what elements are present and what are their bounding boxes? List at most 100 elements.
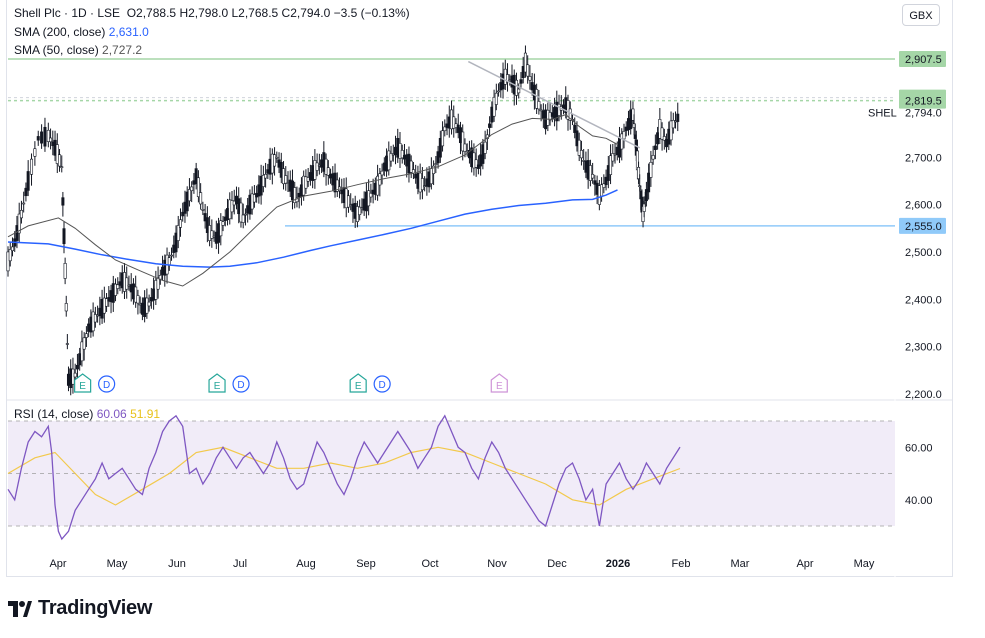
x-tick-label: Dec bbox=[547, 558, 567, 570]
rsi-ma-value: 51.91 bbox=[130, 407, 161, 421]
candle-body bbox=[647, 172, 651, 193]
candle-body bbox=[64, 303, 68, 312]
candle-body bbox=[494, 92, 498, 105]
x-tick-label: Apr bbox=[796, 558, 813, 570]
candle-body bbox=[230, 200, 234, 213]
sma50-line bbox=[7, 114, 618, 287]
candle-body bbox=[17, 213, 21, 234]
candle-body bbox=[82, 337, 86, 350]
candle-body bbox=[409, 160, 413, 173]
ohlc-change: −3.5 (−0.13%) bbox=[333, 6, 410, 20]
candle-body bbox=[432, 165, 436, 174]
candle-body bbox=[389, 153, 393, 162]
candle-body bbox=[591, 173, 595, 179]
candle-body bbox=[380, 170, 384, 176]
candle-body bbox=[476, 164, 480, 169]
candle-body bbox=[170, 254, 174, 257]
candle-body bbox=[443, 126, 447, 132]
y-tick-label: 2,200.0 bbox=[905, 389, 942, 401]
candle-body bbox=[611, 153, 615, 162]
y-tick-label: 2,600.0 bbox=[905, 200, 942, 212]
candle-body bbox=[284, 175, 288, 184]
candle-body bbox=[420, 178, 424, 191]
candle-body bbox=[261, 174, 265, 187]
ohlc-close: C2,794.0 bbox=[281, 6, 331, 20]
candle-body bbox=[187, 189, 191, 202]
sma200-value: 2,631.0 bbox=[108, 25, 149, 39]
candle-body bbox=[452, 116, 456, 129]
candle-body bbox=[174, 232, 178, 253]
candle-body bbox=[252, 194, 256, 203]
candle-body bbox=[526, 64, 530, 77]
candle-body bbox=[622, 131, 626, 140]
y-tick-label: 2,500.0 bbox=[905, 247, 942, 259]
candle-body bbox=[671, 120, 675, 129]
candle-body bbox=[637, 167, 641, 180]
candle-body bbox=[609, 155, 613, 175]
candle-body bbox=[136, 295, 140, 304]
ohlc-low: L2,768.5 bbox=[231, 6, 279, 20]
candle-body bbox=[156, 277, 160, 290]
candle-body bbox=[273, 154, 277, 167]
candle-body bbox=[199, 192, 203, 205]
sma50-label: SMA (50, close) bbox=[14, 43, 99, 57]
earnings-marker-label: E bbox=[214, 381, 221, 392]
candle-body bbox=[669, 120, 673, 141]
rsi-tick-label: 40.00 bbox=[905, 495, 933, 507]
currency-button[interactable]: GBX bbox=[902, 4, 940, 26]
rsi-legend[interactable]: RSI (14, close) 60.06 51.91 bbox=[14, 407, 160, 421]
dividend-marker-icon bbox=[232, 375, 250, 393]
dividend-marker-label: D bbox=[103, 380, 110, 391]
candle-body bbox=[441, 130, 445, 147]
symbol-title: Shell Plc · 1D · LSE bbox=[14, 6, 121, 20]
x-tick-label: Oct bbox=[421, 558, 438, 570]
candle-body bbox=[63, 263, 67, 279]
sma50-legend[interactable]: SMA (50, close) 2,727.2 bbox=[14, 43, 142, 57]
tradingview-brand[interactable]: TradingView bbox=[8, 597, 152, 620]
candle-body bbox=[528, 76, 532, 81]
rsi-line bbox=[7, 414, 681, 541]
candle-body bbox=[588, 165, 592, 181]
candle-body bbox=[497, 90, 501, 93]
candle-body bbox=[116, 284, 120, 289]
x-tick-label: Feb bbox=[672, 558, 691, 570]
candle-body bbox=[602, 183, 606, 188]
candle-body bbox=[61, 197, 65, 206]
candle-body bbox=[219, 220, 223, 237]
candle-body bbox=[178, 219, 182, 228]
symbol-legend[interactable]: Shell Plc · 1D · LSE O2,788.5 H2,798.0 L… bbox=[14, 6, 410, 20]
x-tick-label: Sep bbox=[356, 558, 376, 570]
x-tick-label: Apr bbox=[49, 558, 66, 570]
candle-body bbox=[400, 150, 404, 159]
candle-body bbox=[367, 190, 371, 207]
price-tag-label: 2,555.0 bbox=[905, 221, 942, 233]
candle-body bbox=[346, 195, 350, 208]
earnings-marker-icon bbox=[208, 373, 226, 393]
candle-body bbox=[243, 213, 247, 216]
candle-body bbox=[537, 101, 541, 110]
candle-body bbox=[523, 52, 527, 73]
brand-name: TradingView bbox=[38, 597, 153, 619]
candle-body bbox=[653, 145, 657, 150]
candle-body bbox=[593, 180, 597, 185]
candle-body bbox=[22, 202, 26, 205]
candle-body bbox=[49, 137, 53, 143]
price-chart[interactable]: 2,200.0 2,300.0 2,400.0 2,500.0 2,600.0 2,700… bbox=[0, 0, 985, 577]
sma200-legend[interactable]: SMA (200, close) 2,631.0 bbox=[14, 25, 149, 39]
ohlc-open: O2,788.5 bbox=[126, 6, 177, 20]
candle-body bbox=[93, 314, 97, 323]
candle-body bbox=[36, 136, 40, 141]
ticker-tag: SHEL bbox=[868, 108, 897, 120]
candle-body bbox=[481, 144, 485, 164]
candle-body bbox=[55, 144, 59, 164]
candle-body bbox=[125, 277, 129, 290]
candle-body bbox=[210, 230, 214, 239]
x-tick-label: Nov bbox=[487, 558, 507, 570]
earnings-marker-label: E bbox=[79, 381, 86, 392]
candle-body bbox=[577, 139, 581, 156]
candle-body bbox=[62, 228, 66, 245]
candle-body bbox=[335, 179, 339, 192]
candle-body bbox=[19, 209, 23, 219]
candle-body bbox=[8, 249, 12, 262]
candle-body bbox=[358, 206, 362, 216]
